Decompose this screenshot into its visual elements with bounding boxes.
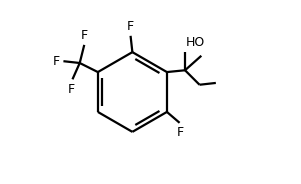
Text: F: F xyxy=(68,83,75,96)
Text: HO: HO xyxy=(186,36,205,49)
Text: F: F xyxy=(127,20,134,33)
Text: F: F xyxy=(81,29,88,42)
Text: F: F xyxy=(177,126,184,139)
Text: F: F xyxy=(53,55,60,68)
